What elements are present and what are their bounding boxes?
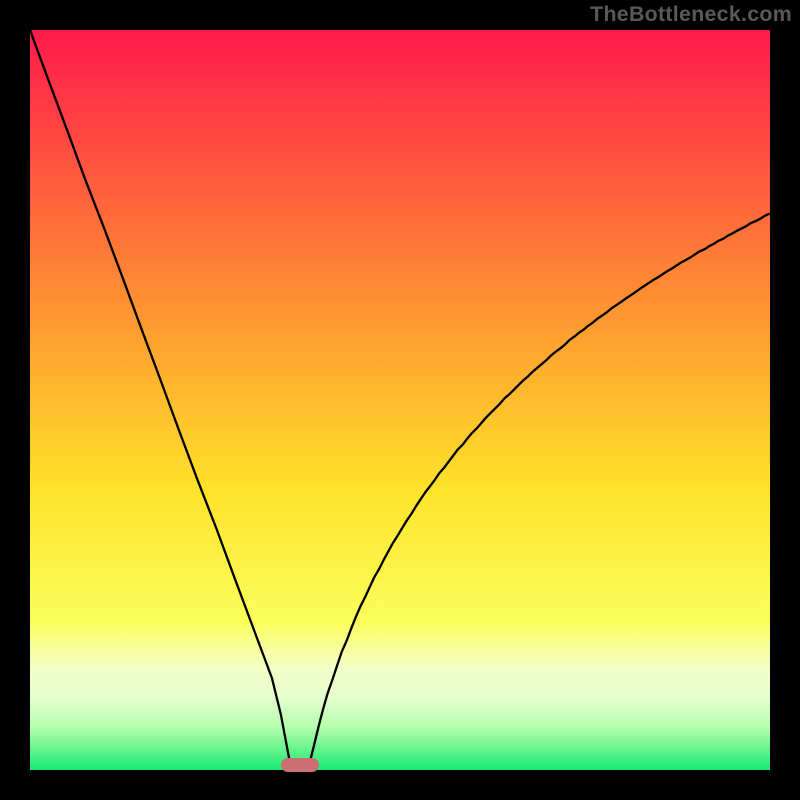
minimum-marker xyxy=(281,758,319,772)
chart-frame: TheBottleneck.com xyxy=(0,0,800,800)
watermark-text: TheBottleneck.com xyxy=(590,2,792,27)
plot-area xyxy=(30,30,770,770)
curve-path xyxy=(309,214,770,766)
curve-path xyxy=(30,30,290,766)
curve-svg xyxy=(30,30,770,770)
